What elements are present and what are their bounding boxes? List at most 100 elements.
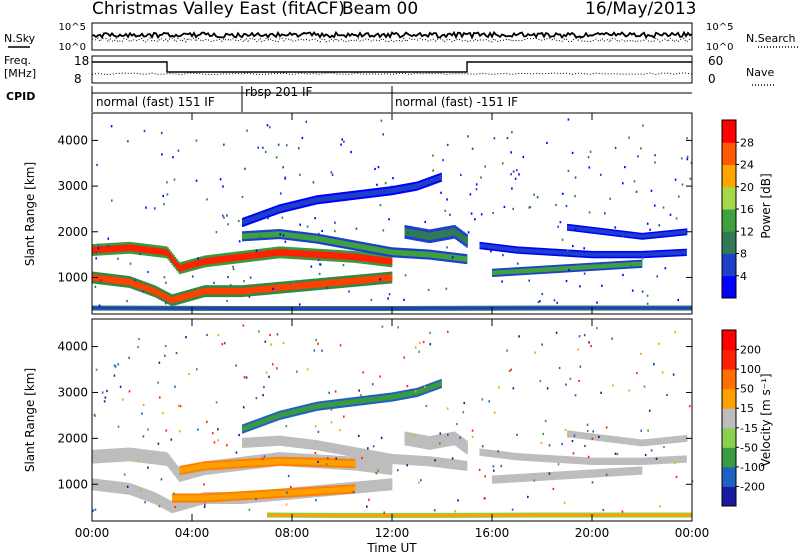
power-cell-core: [452, 228, 455, 236]
power-cell-core: [647, 306, 649, 310]
power-cell-core: [594, 306, 597, 310]
power-cell-core: [345, 253, 348, 260]
power-cell-core: [629, 306, 631, 310]
power-echo: [427, 288, 430, 292]
velocity-cell-core: [328, 487, 330, 494]
power-cell-core: [143, 283, 145, 291]
power-cell-core: [605, 306, 607, 310]
velocity-cell-core: [523, 475, 526, 481]
power-cell-core: [239, 287, 241, 295]
power-cell-core: [321, 251, 324, 259]
power-cell-core: [149, 286, 151, 293]
velocity-cell-core: [389, 481, 391, 488]
power-echo: [654, 161, 656, 164]
power-cell-core: [266, 250, 268, 258]
power-cell-core: [245, 233, 247, 239]
power-cell-core: [512, 247, 515, 252]
power-cell-core: [610, 252, 612, 257]
power-cell-core: [183, 306, 186, 310]
power-echo: [299, 223, 302, 226]
power-echo: [588, 166, 591, 169]
velocity-cell-core: [323, 443, 325, 450]
velocity-cell-core: [532, 474, 535, 480]
power-cell-core: [574, 265, 577, 271]
velocity-cell-core: [354, 484, 357, 491]
velocity-cell-core: [309, 441, 312, 448]
power-cell-core: [416, 183, 418, 189]
power-cell-core: [573, 265, 575, 271]
velocity-cell-core: [132, 486, 135, 494]
power-cell-core: [615, 263, 617, 268]
velocity-cell-core: [591, 471, 593, 476]
power-cell-core: [96, 306, 99, 310]
power-cell-core: [468, 306, 471, 310]
velocity-cell-core: [152, 453, 154, 462]
velocity-cell-core: [235, 461, 237, 467]
power-band-9: [92, 305, 693, 312]
power-cell-core: [287, 204, 289, 210]
power-cell-core: [293, 249, 295, 257]
power-echo: [432, 154, 434, 157]
power-cell-core: [252, 252, 255, 259]
power-cell-core: [671, 306, 673, 310]
velocity-cell-core: [247, 460, 249, 466]
nave-tick-bottom: 0: [708, 72, 716, 86]
power-cell-core: [281, 249, 283, 256]
power-cell-core: [458, 306, 460, 310]
power-cell-core: [330, 195, 333, 201]
power-cell-core: [348, 253, 351, 260]
power-cell-core: [401, 250, 403, 256]
power-cell-core: [640, 252, 642, 257]
power-cell-core: [366, 276, 369, 284]
power-cell-core: [570, 265, 572, 271]
power-cell-core: [275, 307, 277, 310]
power-cell-core: [622, 252, 624, 257]
power-cell-core: [129, 306, 132, 310]
power-cell-core: [227, 307, 229, 310]
velocity-cell-core: [254, 439, 256, 446]
velocity-cell-core: [368, 451, 370, 458]
velocity-cell-core: [389, 455, 391, 462]
power-cell-core: [606, 230, 608, 234]
power-echo: [501, 280, 503, 283]
power-echo: [565, 279, 568, 283]
power-cell-core: [598, 252, 600, 257]
power-cell-core: [648, 233, 650, 238]
velocity-cell-core: [434, 459, 436, 465]
power-cell-core: [546, 267, 548, 272]
velocity-cell-core: [324, 443, 327, 450]
power-cell-core: [288, 203, 291, 210]
power-cell-core: [543, 306, 546, 310]
power-cell-core: [411, 250, 414, 257]
power-cell-core: [416, 307, 418, 310]
power-cell-core: [378, 275, 381, 282]
velocity-cell-core: [330, 445, 333, 451]
power-cell-core: [141, 306, 144, 310]
power-cell-core: [591, 228, 593, 233]
velocity-cell-core: [159, 454, 162, 463]
power-cell-core: [429, 306, 432, 310]
power-cell-core: [679, 250, 681, 255]
power-cell-core: [549, 306, 552, 310]
power-cell-core: [389, 257, 391, 265]
power-cell-core: [419, 307, 421, 310]
power-cell-core: [150, 247, 153, 254]
velocity-cell-core: [353, 449, 355, 455]
power-echo: [126, 300, 128, 303]
power-cell-core: [288, 307, 291, 310]
power-cell-core: [333, 195, 336, 201]
power-echo: [459, 173, 462, 177]
velocity-cell-core: [528, 475, 530, 480]
power-cell-core: [477, 306, 480, 310]
power-cell-core: [538, 249, 540, 254]
power-cell-core: [597, 264, 599, 269]
velocity-cell-core: [341, 487, 344, 493]
power-cell-core: [108, 245, 111, 253]
velocity-cell-core: [137, 451, 139, 460]
power-cell-core: [398, 249, 400, 256]
power-cell-core: [165, 248, 168, 256]
power-echo: [622, 235, 625, 238]
velocity-cell-core: [446, 460, 448, 467]
power-cell-core: [281, 205, 283, 211]
power-echo: [588, 211, 591, 214]
